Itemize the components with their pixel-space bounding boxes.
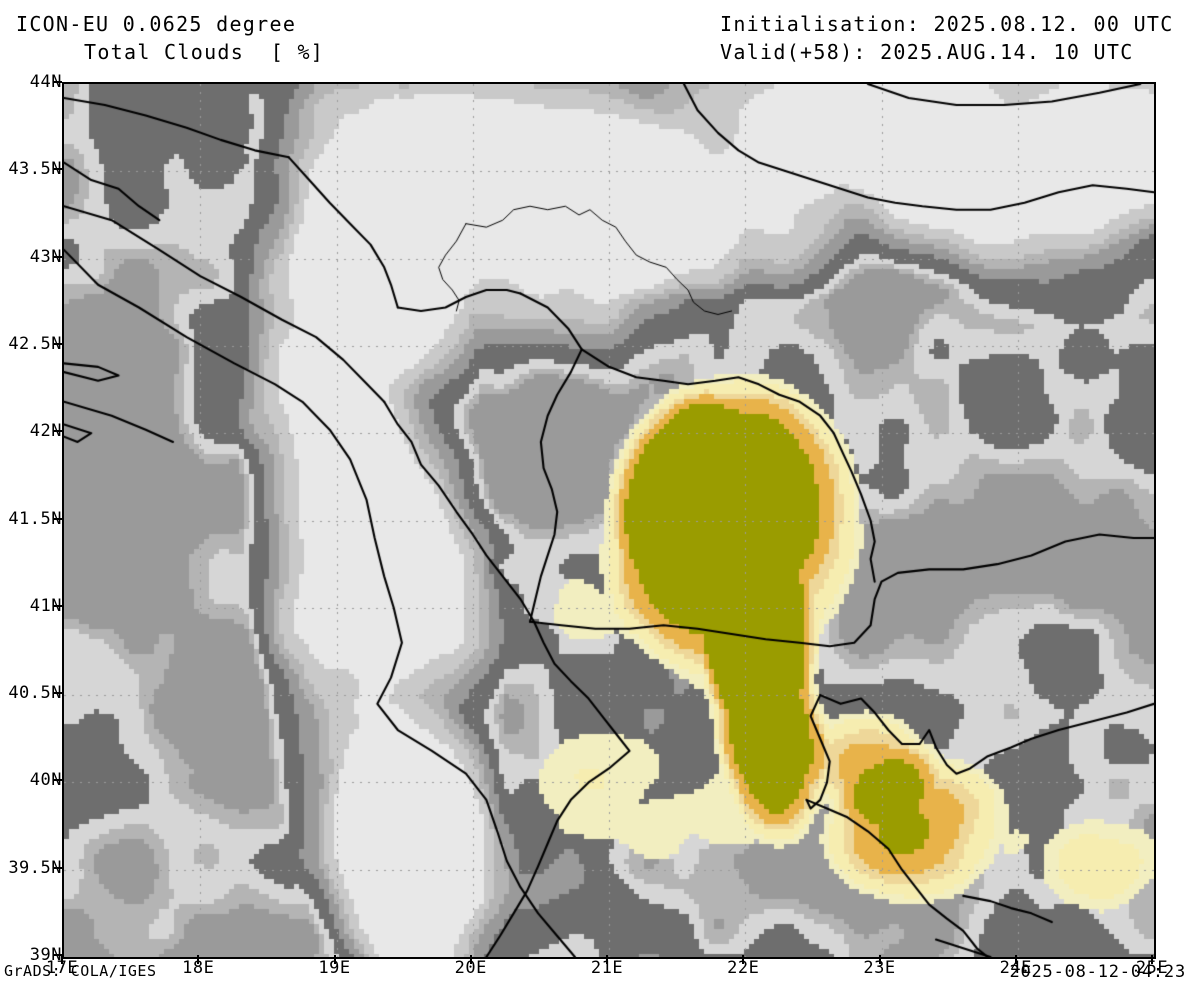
y-axis-tick — [54, 779, 62, 782]
y-axis-label: 42.5N — [8, 333, 62, 354]
x-axis-label: 17E — [45, 958, 79, 978]
valid-time: Valid(+58): 2025.AUG.14. 10 UTC — [720, 40, 1134, 64]
y-axis-tick — [54, 168, 62, 171]
y-axis-tick — [54, 430, 62, 433]
header-right: Initialisation: 2025.08.12. 00 UTC Valid… — [720, 10, 1174, 66]
y-axis-label: 40N — [29, 770, 62, 791]
cloud-cover-heatmap — [64, 84, 1154, 957]
y-axis-tick — [54, 342, 62, 345]
x-axis-label: 19E — [318, 958, 351, 978]
y-axis-label: 41.5N — [8, 508, 62, 529]
y-axis-label: 39N — [29, 945, 62, 965]
y-axis-tick — [54, 81, 62, 83]
x-axis-tick — [197, 955, 200, 964]
x-axis-tick — [469, 955, 472, 964]
render-timestamp: 2025-08-12-04:23 — [1009, 962, 1186, 982]
x-axis-label: 23E — [863, 958, 896, 978]
x-axis-label: 18E — [182, 958, 215, 978]
x-axis-tick — [61, 955, 63, 964]
y-axis-label: 43N — [29, 246, 62, 267]
y-axis-tick — [54, 954, 62, 956]
header-left: ICON-EU 0.0625 degree Total Clouds [ %] — [0, 10, 460, 66]
y-axis-label: 41N — [29, 595, 62, 616]
y-axis-label: 44N — [29, 72, 62, 92]
y-axis-label: 43.5N — [8, 159, 62, 180]
x-axis-label: 24E — [999, 958, 1032, 978]
x-axis-tick — [878, 955, 881, 964]
x-axis-label: 22E — [727, 958, 760, 978]
x-axis-tick — [606, 955, 608, 964]
y-axis-tick — [54, 604, 62, 607]
field-title: Total Clouds [ %] — [84, 40, 325, 64]
x-axis-tick — [1014, 955, 1017, 964]
x-axis-label: 25E — [1135, 958, 1169, 978]
model-title: ICON-EU 0.0625 degree — [16, 12, 297, 36]
x-axis-label: 20E — [454, 958, 487, 978]
y-axis-label: 40.5N — [8, 683, 62, 704]
initialisation-time: Initialisation: 2025.08.12. 00 UTC — [720, 12, 1174, 36]
y-axis-tick — [54, 692, 62, 695]
x-axis-tick — [742, 955, 745, 964]
y-axis-label: 39.5N — [8, 857, 62, 878]
x-axis-tick — [1151, 955, 1153, 964]
grads-credit: GrADS: COLA/IGES — [4, 962, 157, 980]
y-axis-tick — [54, 255, 62, 258]
x-axis-label: 21E — [590, 958, 624, 978]
y-axis-tick — [54, 866, 62, 869]
map-plot-frame — [62, 82, 1156, 959]
y-axis-label: 42N — [29, 421, 62, 442]
y-axis-tick — [54, 517, 62, 520]
x-axis-tick — [333, 955, 336, 964]
